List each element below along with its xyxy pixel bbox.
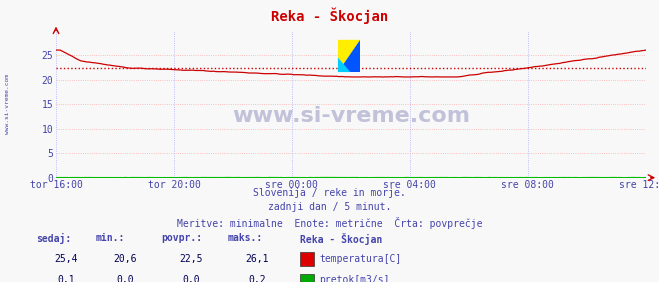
Text: www.si-vreme.com: www.si-vreme.com: [5, 74, 11, 134]
Text: 20,6: 20,6: [113, 254, 137, 264]
Text: 22,5: 22,5: [179, 254, 203, 264]
Text: Reka - Škocjan: Reka - Škocjan: [271, 7, 388, 24]
Polygon shape: [338, 40, 360, 72]
Text: povpr.:: povpr.:: [161, 233, 202, 243]
Polygon shape: [338, 40, 360, 72]
Text: 25,4: 25,4: [54, 254, 78, 264]
Text: Reka - Škocjan: Reka - Škocjan: [300, 233, 382, 245]
Text: temperatura[C]: temperatura[C]: [320, 254, 402, 264]
Text: 0,1: 0,1: [57, 275, 74, 282]
Text: 26,1: 26,1: [245, 254, 269, 264]
Text: sedaj:: sedaj:: [36, 233, 71, 244]
Text: Meritve: minimalne  Enote: metrične  Črta: povprečje: Meritve: minimalne Enote: metrične Črta:…: [177, 217, 482, 229]
Text: maks.:: maks.:: [227, 233, 262, 243]
Polygon shape: [338, 58, 351, 72]
Text: 0,2: 0,2: [248, 275, 266, 282]
Text: www.si-vreme.com: www.si-vreme.com: [232, 106, 470, 126]
Text: 0,0: 0,0: [183, 275, 200, 282]
Text: 0,0: 0,0: [117, 275, 134, 282]
Text: pretok[m3/s]: pretok[m3/s]: [320, 275, 390, 282]
Text: min.:: min.:: [96, 233, 125, 243]
Text: zadnji dan / 5 minut.: zadnji dan / 5 minut.: [268, 202, 391, 212]
Text: Slovenija / reke in morje.: Slovenija / reke in morje.: [253, 188, 406, 197]
